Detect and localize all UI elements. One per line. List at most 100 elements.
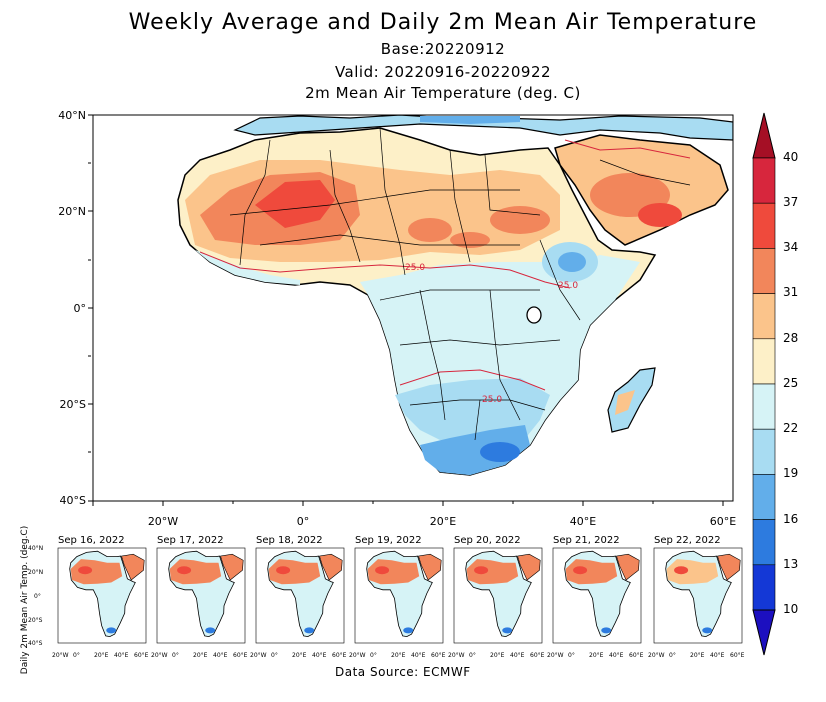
daily-panel xyxy=(57,547,147,644)
mini-lon-label: 20°W xyxy=(448,652,465,659)
mini-lon-label: 0° xyxy=(568,652,575,659)
colorbar-label-37: 37 xyxy=(783,195,799,209)
mini-lon-label: 20°E xyxy=(391,652,406,659)
daily-panel xyxy=(653,547,743,644)
mini-lat-40n: 40°N xyxy=(28,545,44,552)
colorbar-box xyxy=(752,383,776,430)
contour-25-north xyxy=(199,251,571,289)
mini-sahara-warm-belt xyxy=(666,559,719,585)
mini-lon-label: 60°E xyxy=(730,652,745,659)
mini-hot-zone xyxy=(375,566,390,575)
colorbar-label-34: 34 xyxy=(783,240,799,254)
mini-cold-zone xyxy=(205,627,216,634)
data-source: Data Source: ECMWF xyxy=(335,665,471,679)
mini-hot-zone xyxy=(78,566,93,575)
mini-lon-label: 20°W xyxy=(349,652,366,659)
lon-label-20e: 20°E xyxy=(429,515,457,528)
mini-lon-label: 40°E xyxy=(114,652,129,659)
arabia-hottest-zone xyxy=(638,203,682,227)
lon-ticks xyxy=(92,501,724,506)
mini-sahara-warm-belt xyxy=(466,559,519,585)
contour-label-3: 25.0 xyxy=(482,395,502,405)
daily-panel xyxy=(156,547,246,644)
mini-lon-label: 0° xyxy=(669,652,676,659)
contour-25-south xyxy=(399,369,546,391)
colorbar-label-16: 16 xyxy=(783,512,799,526)
mini-lon-label: 20°E xyxy=(690,652,705,659)
mini-lon-label: 0° xyxy=(271,652,278,659)
lon-label-20w: 20°W xyxy=(147,515,179,528)
colorbar-label-13: 13 xyxy=(783,557,799,571)
mini-lon-label: 0° xyxy=(172,652,179,659)
daily-panel xyxy=(255,547,345,644)
colorbar-label-40: 40 xyxy=(783,150,799,164)
mini-cold-zone xyxy=(304,627,315,634)
central-sahel-hot-zone xyxy=(450,232,490,248)
daily-panel-title-2: Sep 17, 2022 xyxy=(157,535,224,546)
daily-panel xyxy=(552,547,642,644)
mini-lon-label: 60°E xyxy=(233,652,248,659)
mini-lon-label: 20°W xyxy=(52,652,69,659)
mini-lon-label: 20°E xyxy=(490,652,505,659)
daily-panel xyxy=(354,547,444,644)
mini-hot-zone xyxy=(573,566,588,575)
daily-panel-title-3: Sep 18, 2022 xyxy=(256,535,323,546)
base-date: Base:20220912 xyxy=(380,40,506,58)
mini-lon-label: 60°E xyxy=(629,652,644,659)
mini-lon-label: 0° xyxy=(469,652,476,659)
mini-sahara-warm-belt xyxy=(565,559,618,585)
africa-temperature-field xyxy=(177,115,733,476)
daily-panel-title-1: Sep 16, 2022 xyxy=(58,535,125,546)
lon-label-60e: 60°E xyxy=(709,515,737,528)
mini-lon-label: 40°E xyxy=(710,652,725,659)
mini-lon-label: 40°E xyxy=(213,652,228,659)
mini-hot-zone xyxy=(674,566,689,575)
mali-niger-hottest-zone xyxy=(255,180,335,228)
mini-hot-zone xyxy=(276,566,291,575)
south-africa-cold-zone xyxy=(420,425,530,475)
mini-cold-zone xyxy=(502,627,513,634)
lesotho-coldest-zone xyxy=(480,442,520,462)
lat-label-40n: 40°N xyxy=(58,109,86,122)
colorbar-box xyxy=(752,248,776,294)
lat-label-0: 0° xyxy=(73,302,87,315)
daily-axis-label: Daily 2m Mean Air Temp. (deg.C) xyxy=(20,525,30,675)
mini-sahara-warm-belt xyxy=(70,559,123,585)
mini-cold-zone xyxy=(702,627,713,634)
colorbar-top-arrow xyxy=(752,112,776,159)
madagascar-warm-zone xyxy=(615,390,635,415)
colorbar-box xyxy=(752,564,776,611)
colorbar xyxy=(752,112,776,656)
mini-cold-zone xyxy=(403,627,414,634)
mini-lon-label: 40°E xyxy=(312,652,327,659)
colorbar-label-22: 22 xyxy=(783,421,799,435)
mini-lon-label: 40°E xyxy=(411,652,426,659)
mini-arabia xyxy=(121,553,145,581)
daily-panel-title-7: Sep 22, 2022 xyxy=(654,535,721,546)
mini-lon-label: 40°E xyxy=(609,652,624,659)
units-label: 2m Mean Air Temperature (deg. C) xyxy=(305,84,581,102)
mini-lon-label: 20°E xyxy=(193,652,208,659)
europe-landmass xyxy=(233,115,733,141)
mini-lon-label: 20°E xyxy=(292,652,307,659)
colorbar-box xyxy=(752,202,776,249)
europe-cold-zone xyxy=(420,116,520,124)
colorbar-boxes xyxy=(752,157,776,611)
lat-label-20s: 20°S xyxy=(59,398,86,411)
map-title: Weekly Average and Daily 2m Mean Air Tem… xyxy=(128,10,758,35)
lat-label-40s: 40°S xyxy=(59,494,86,507)
mini-lon-label: 60°E xyxy=(431,652,446,659)
lon-label-0: 0° xyxy=(296,515,310,528)
daily-panel-title-6: Sep 21, 2022 xyxy=(553,535,620,546)
mini-arabia xyxy=(717,553,741,581)
colorbar-label-19: 19 xyxy=(783,466,799,480)
colorbar-label-31: 31 xyxy=(783,285,799,299)
lat-ticks xyxy=(88,114,93,502)
mini-cold-zone xyxy=(601,627,612,634)
lon-label-40e: 40°E xyxy=(569,515,597,528)
mini-lat-40s: 40°S xyxy=(28,640,43,647)
colorbar-box xyxy=(752,474,776,520)
mini-lon-label: 0° xyxy=(370,652,377,659)
colorbar-bottom-arrow xyxy=(752,609,776,656)
